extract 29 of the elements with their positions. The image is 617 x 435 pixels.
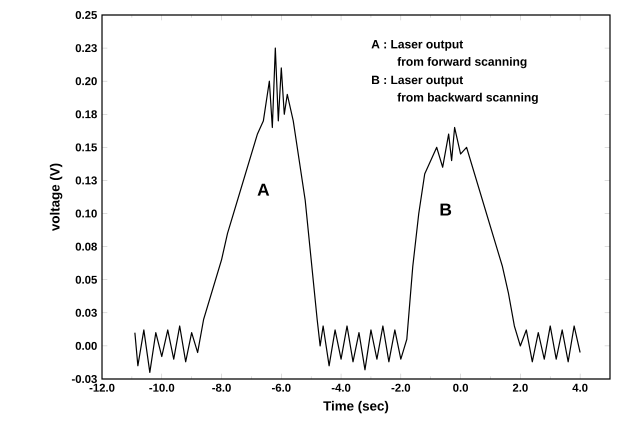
y-tick-label: 0.13 (76, 176, 97, 184)
y-tick-label: 0.00 (76, 342, 97, 350)
y-tick-label: 0.25 (76, 10, 97, 19)
x-tick-label: -12.0 (90, 384, 114, 392)
annotation: A (258, 184, 270, 196)
annotation: B : Laser output (372, 76, 464, 87)
x-tick-label: 2.0 (512, 384, 528, 392)
y-tick-label: 0.03 (76, 308, 97, 317)
x-tick-label: -8.0 (212, 384, 231, 392)
x-tick-label: -6.0 (272, 384, 291, 392)
annotation: B (440, 204, 452, 216)
x-tick-label: -10.0 (149, 384, 174, 392)
y-tick-label: -0.03 (72, 374, 97, 384)
x-tick-label: 0.0 (453, 384, 468, 392)
annotation: from forward scanning (397, 57, 526, 68)
y-tick-label: 0.18 (76, 110, 97, 118)
x-tick-label: -4.0 (332, 384, 350, 392)
y-tick-label: 0.20 (76, 77, 97, 86)
y-tick-label: 0.23 (76, 44, 97, 52)
x-tick-label: -2.0 (392, 384, 410, 392)
annotation: A : Laser output (372, 40, 464, 51)
y-tick-label: 0.15 (76, 143, 97, 152)
annotation: from backward scanning (397, 92, 538, 104)
y-tick-label: 0.08 (76, 242, 97, 251)
x-axis-title: Time (sec) (323, 400, 388, 414)
x-tick-label: 4.0 (572, 384, 588, 392)
y-tick-label: 0.10 (76, 210, 97, 218)
y-tick-label: 0.05 (76, 276, 97, 284)
y-axis-title: voltage (V) (50, 164, 62, 232)
